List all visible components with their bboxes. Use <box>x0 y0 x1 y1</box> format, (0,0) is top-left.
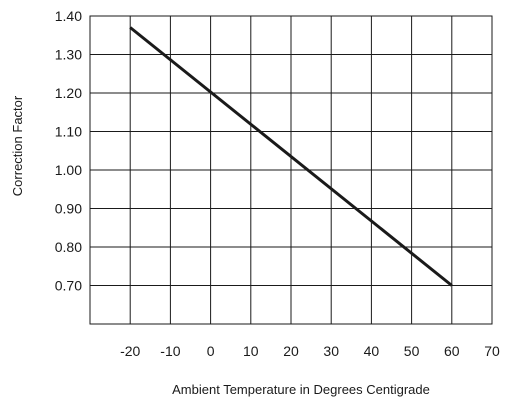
x-tick-label: 20 <box>283 343 299 359</box>
x-tick-label: -10 <box>160 343 180 359</box>
x-tick-label: 70 <box>484 343 500 359</box>
x-tick-label: -20 <box>120 343 140 359</box>
series-layer <box>129 26 453 287</box>
y-tick-label: 0.70 <box>55 278 82 294</box>
y-axis-label: Correction Factor <box>10 95 25 196</box>
x-tick-label: 50 <box>404 343 420 359</box>
x-tick-label: 10 <box>243 343 259 359</box>
grid <box>90 16 492 324</box>
y-tick-label: 1.30 <box>55 47 82 63</box>
x-tick-label: 60 <box>444 343 460 359</box>
x-tick-label: 0 <box>207 343 215 359</box>
x-tick-label: 40 <box>364 343 380 359</box>
y-tick-label: 0.80 <box>55 239 82 255</box>
y-tick-label: 1.40 <box>55 8 82 24</box>
x-tick-label: 30 <box>323 343 339 359</box>
x-axis-label: Ambient Temperature in Degrees Centigrad… <box>172 382 430 397</box>
y-tick-labels: 1.40 1.30 1.20 1.10 1.00 0.90 0.80 0.70 <box>55 8 82 294</box>
y-tick-label: 0.90 <box>55 201 82 217</box>
x-tick-labels: -20 -10 0 10 20 30 40 50 60 70 <box>120 343 500 359</box>
y-tick-label: 1.10 <box>55 124 82 140</box>
y-tick-label: 1.00 <box>55 162 82 178</box>
series-line <box>129 26 453 287</box>
y-tick-label: 1.20 <box>55 85 82 101</box>
